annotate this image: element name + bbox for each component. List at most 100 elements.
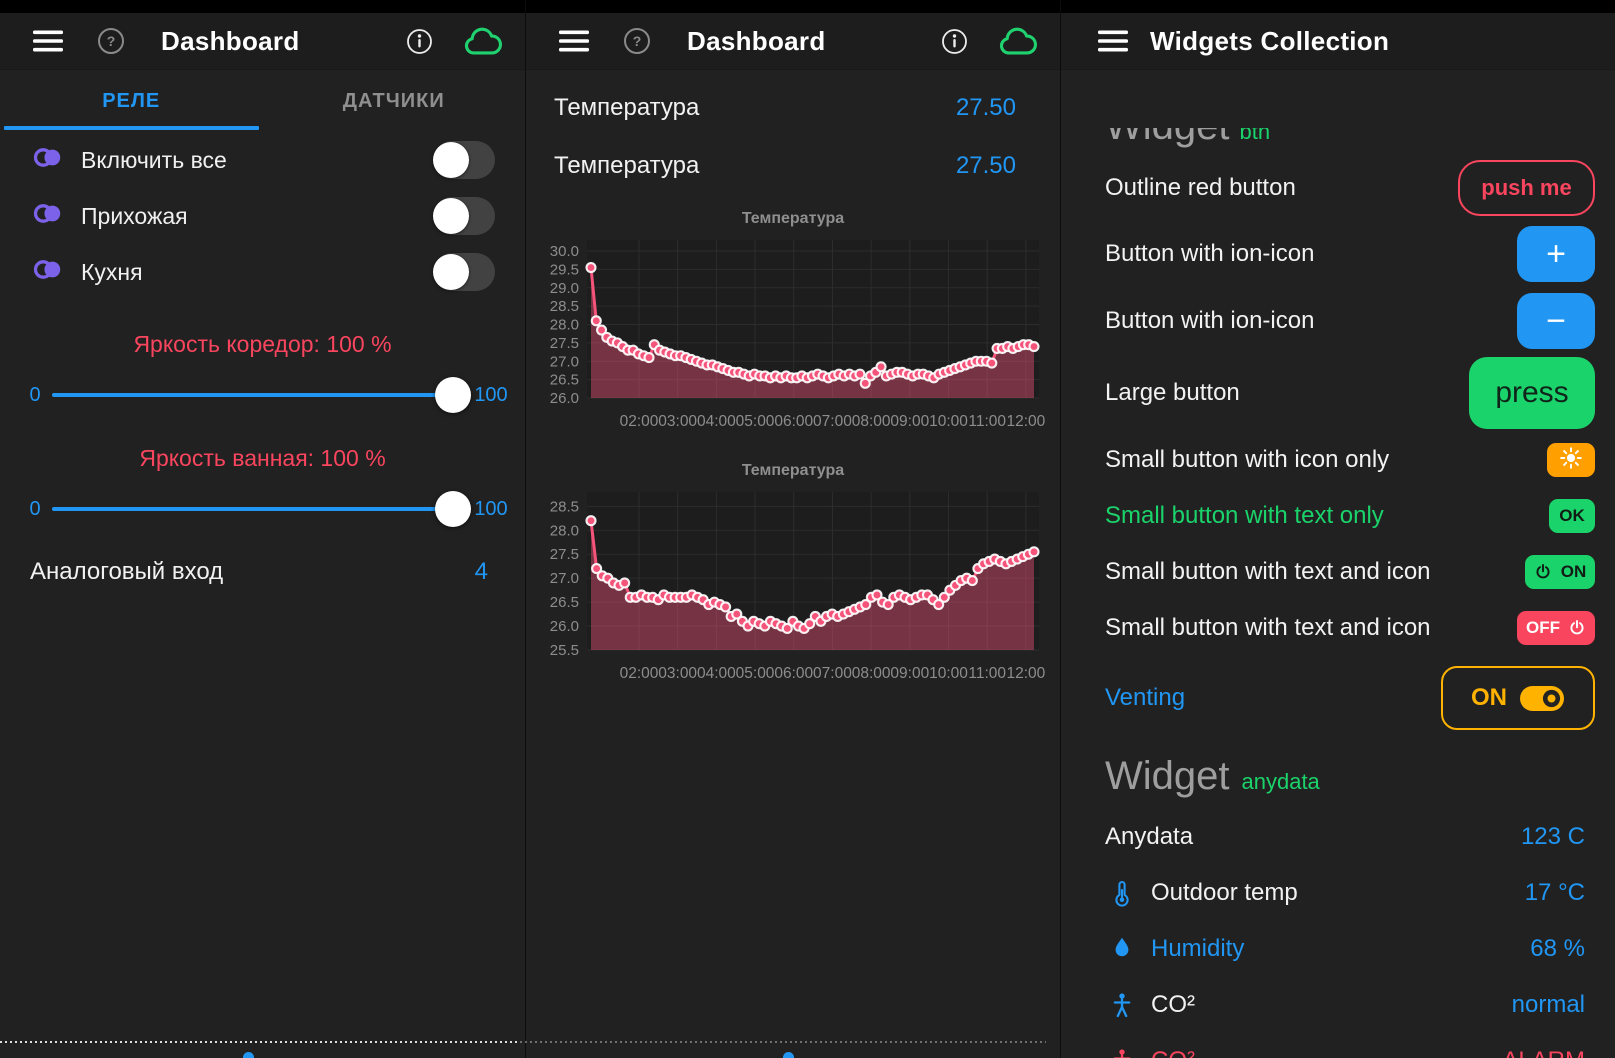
svg-text:26.0: 26.0 (550, 618, 579, 635)
toggle-knob[interactable] (433, 198, 469, 234)
chart-title: Температура (741, 462, 845, 479)
appbar-left: ? Dashboard (0, 13, 525, 70)
info-icon[interactable] (406, 28, 433, 55)
cloud-icon[interactable] (996, 26, 1038, 57)
temperature-chart-1: Температура 30.0 29.5 29.0 28.5 28.0 27.5 27.0… (526, 206, 1060, 440)
switch-label: Включить все (81, 146, 227, 173)
appbar-right: Widgets Collection (1061, 13, 1615, 70)
toggle-knob[interactable] (433, 142, 469, 178)
data-label: Humidity (1151, 935, 1245, 962)
slider-knob[interactable] (435, 491, 471, 527)
svg-text:26.5: 26.5 (550, 594, 579, 611)
svg-text:28.5: 28.5 (550, 298, 579, 315)
plus-button[interactable]: + (1517, 225, 1595, 282)
venting-button[interactable]: ON (1441, 666, 1595, 730)
temperature-row: Температура 27.50 (526, 138, 1060, 194)
data-label: Outdoor temp (1151, 879, 1298, 906)
slider-track[interactable] (52, 377, 471, 413)
section-heading-btn-clipped: Widget btn (1105, 128, 1615, 152)
section-heading-anydata: Widget anydata (1105, 754, 1615, 807)
svg-text:27.0: 27.0 (550, 570, 579, 587)
minus-button[interactable]: − (1517, 292, 1595, 349)
switch-row-kitchen: Кухня (0, 244, 525, 300)
data-value: 68 % (1530, 935, 1585, 962)
toggle-switch-kitchen[interactable] (433, 253, 495, 291)
slider-label-corridor: Яркость коредор: 100 % (133, 331, 392, 357)
tab-relays[interactable]: РЕЛЕ (0, 70, 263, 132)
toggle-switch-all[interactable] (433, 141, 495, 179)
svg-text:02:00: 02:00 (620, 665, 659, 682)
bottom-dotted-line (0, 1041, 520, 1043)
svg-text:27.5: 27.5 (550, 335, 579, 352)
data-row-co2-normal: CO² normal (1061, 977, 1615, 1033)
tab-sensors[interactable]: ДАТЧИКИ (342, 89, 445, 112)
data-value: ALARM (1502, 1047, 1585, 1058)
sun-button[interactable] (1547, 443, 1595, 477)
help-icon[interactable]: ? (97, 27, 125, 55)
data-label: CO² (1151, 991, 1195, 1018)
power-icon (1534, 563, 1552, 581)
row-label: Small button with text only (1105, 502, 1384, 529)
row-button-plus: Button with ion-icon + (1061, 220, 1615, 287)
person-icon (1105, 992, 1139, 1019)
temperature-chart-2: Температура 28.5 28.0 27.5 27.0 26.5 26.0 25.5… (526, 458, 1060, 692)
data-row-humidity: Humidity 68 % (1061, 921, 1615, 977)
page-title: Dashboard (161, 25, 300, 56)
cloud-icon[interactable] (461, 26, 503, 57)
svg-text:05:00: 05:00 (736, 665, 775, 682)
press-button[interactable]: press (1469, 357, 1595, 429)
svg-text:05:00: 05:00 (736, 413, 775, 430)
svg-text:29.0: 29.0 (550, 280, 579, 297)
svg-text:11:00: 11:00 (968, 413, 1006, 430)
section-title: Widget (1105, 128, 1230, 148)
menu-icon[interactable] (33, 29, 63, 53)
info-icon[interactable] (941, 28, 968, 55)
ok-button[interactable]: OK (1549, 499, 1595, 533)
svg-text:27.0: 27.0 (550, 353, 579, 370)
on-button[interactable]: ON (1525, 555, 1595, 589)
switch-label: Кухня (81, 258, 143, 285)
off-button[interactable]: OFF (1517, 611, 1595, 645)
slider-knob[interactable] (435, 377, 471, 413)
thermometer-icon (1105, 879, 1139, 908)
row-text-only-button: Small button with text only OK (1061, 488, 1615, 544)
switch-label: Прихожая (81, 202, 188, 229)
appbar-middle: ? Dashboard (526, 13, 1060, 70)
power-icon (1568, 619, 1586, 637)
relay-icon (33, 257, 64, 287)
slider-label-bathroom: Яркость ванная: 100 % (139, 445, 386, 471)
svg-text:09:00: 09:00 (890, 413, 929, 430)
panel-dashboard-relays: ? Dashboard РЕЛЕ ДАТЧИКИ Включить все (0, 0, 525, 1058)
bottom-dotted-line (520, 1041, 1046, 1043)
data-value: 123 C (1520, 823, 1585, 850)
svg-text:10:00: 10:00 (929, 665, 968, 682)
menu-icon[interactable] (1098, 29, 1128, 53)
svg-text:12:00: 12:00 (1006, 665, 1045, 682)
toggle-knob[interactable] (433, 254, 469, 290)
push-me-button[interactable]: push me (1458, 160, 1595, 216)
button-label: OFF (1526, 618, 1560, 637)
slider-track[interactable] (52, 491, 471, 527)
switch-row-hallway: Прихожая (0, 188, 525, 244)
temperature-row: Температура 27.50 (526, 80, 1060, 136)
svg-text:28.0: 28.0 (550, 522, 579, 539)
temperature-label: Температура (554, 152, 700, 179)
tab-bar: РЕЛЕ ДАТЧИКИ (0, 70, 525, 132)
toggle-switch-hallway[interactable] (433, 197, 495, 235)
svg-text:09:00: 09:00 (890, 665, 929, 682)
svg-text:29.5: 29.5 (550, 261, 579, 278)
button-label: ON (1560, 562, 1587, 581)
switch-row-all: Включить все (0, 132, 525, 188)
chart-title: Температура (741, 210, 845, 227)
row-large-button: Large button press (1061, 354, 1615, 432)
help-icon[interactable]: ? (623, 27, 651, 55)
svg-text:10:00: 10:00 (929, 413, 968, 430)
svg-text:26.5: 26.5 (550, 372, 579, 389)
menu-icon[interactable] (559, 29, 589, 53)
row-label: Venting (1105, 684, 1186, 711)
analog-input-value: 4 (474, 558, 488, 585)
svg-text:07:00: 07:00 (813, 413, 852, 430)
data-label: CO² (1151, 1047, 1502, 1058)
row-label: Small button with icon only (1105, 446, 1390, 473)
